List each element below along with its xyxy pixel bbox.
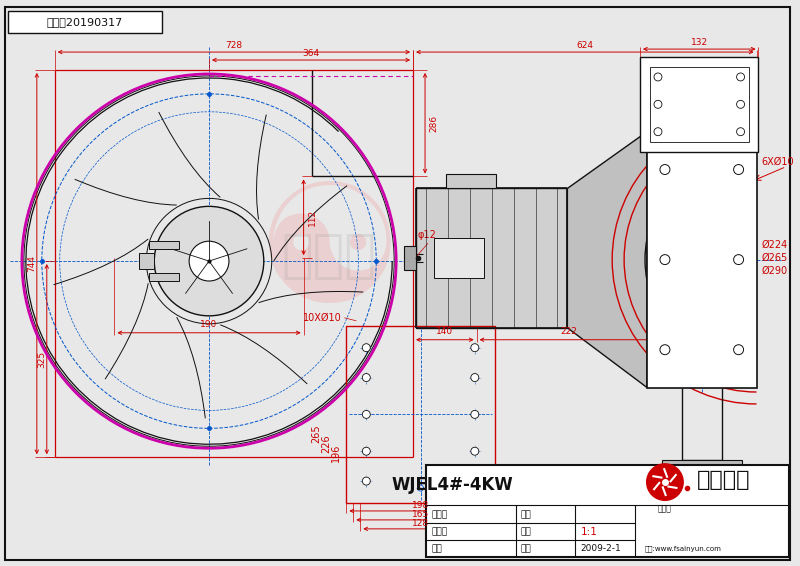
Circle shape [418,485,423,491]
Polygon shape [567,132,647,388]
Bar [434,238,484,278]
Text: ☯: ☯ [254,175,403,338]
Bar [662,460,742,472]
Text: 226: 226 [322,434,331,453]
Text: 190: 190 [201,320,218,329]
Circle shape [737,100,745,108]
Bar [416,188,567,328]
Text: 制版：: 制版： [431,511,447,520]
Text: 222: 222 [561,327,578,336]
Circle shape [154,207,264,316]
Text: 日期: 日期 [521,544,531,554]
Bar [139,253,154,269]
Circle shape [471,447,478,455]
Text: 比例: 比例 [521,528,531,537]
Bar [150,273,179,281]
Text: 132: 132 [690,38,708,47]
Text: 728: 728 [226,41,242,50]
Text: 批准: 批准 [431,544,442,554]
Text: 364: 364 [302,49,320,58]
Circle shape [654,73,662,81]
Circle shape [660,255,670,264]
Text: 网址:www.fsainyun.com: 网址:www.fsainyun.com [645,546,722,552]
Text: 165: 165 [412,510,429,519]
Circle shape [660,165,670,174]
Text: 112: 112 [307,209,317,226]
Bar [150,241,179,249]
Text: 审核：: 审核： [431,528,447,537]
Circle shape [737,128,745,136]
Circle shape [647,464,683,500]
Text: Ø265: Ø265 [762,252,788,263]
Text: 196: 196 [331,444,342,462]
Bar [446,174,496,188]
Bar [650,67,749,142]
Text: 编号：20190317: 编号：20190317 [46,17,122,27]
Bar [640,57,758,152]
Bar [647,132,757,388]
Circle shape [189,241,229,281]
Circle shape [654,100,662,108]
Circle shape [734,345,743,355]
Circle shape [362,374,370,381]
Text: 6XØ10: 6XØ10 [762,157,794,166]
Bar [346,326,494,503]
Bar [404,246,416,270]
Text: 198: 198 [412,501,429,510]
Bar [426,465,790,557]
Text: Ø224: Ø224 [762,239,788,250]
Text: 10XØ10: 10XØ10 [302,313,342,323]
Text: 128: 128 [412,519,429,528]
Circle shape [471,374,478,381]
Circle shape [734,165,743,174]
Circle shape [471,344,478,351]
Text: φ12: φ12 [417,230,436,240]
Circle shape [734,255,743,264]
Circle shape [362,477,370,485]
Text: 140: 140 [436,327,454,336]
Text: 新峰运: 新峰运 [281,230,376,282]
Circle shape [362,410,370,418]
Circle shape [471,410,478,418]
Circle shape [362,447,370,455]
Circle shape [362,344,370,351]
Text: 新峰运: 新峰运 [658,504,672,513]
Text: 325: 325 [37,350,46,368]
Circle shape [471,477,478,485]
Text: 265: 265 [311,424,322,443]
Text: 286: 286 [429,115,438,132]
Text: Ø290: Ø290 [762,265,788,276]
Circle shape [660,345,670,355]
Text: 新运风机: 新运风机 [697,470,750,490]
Bar [8,11,162,33]
Text: WJEL4#-4KW: WJEL4#-4KW [391,476,513,494]
Text: 624: 624 [576,41,594,50]
Circle shape [737,73,745,81]
Text: 744: 744 [27,255,36,272]
Text: 1:1: 1:1 [580,527,597,537]
Circle shape [654,128,662,136]
Text: 2009-2-1: 2009-2-1 [580,544,621,554]
Text: 工主: 工主 [521,511,531,520]
